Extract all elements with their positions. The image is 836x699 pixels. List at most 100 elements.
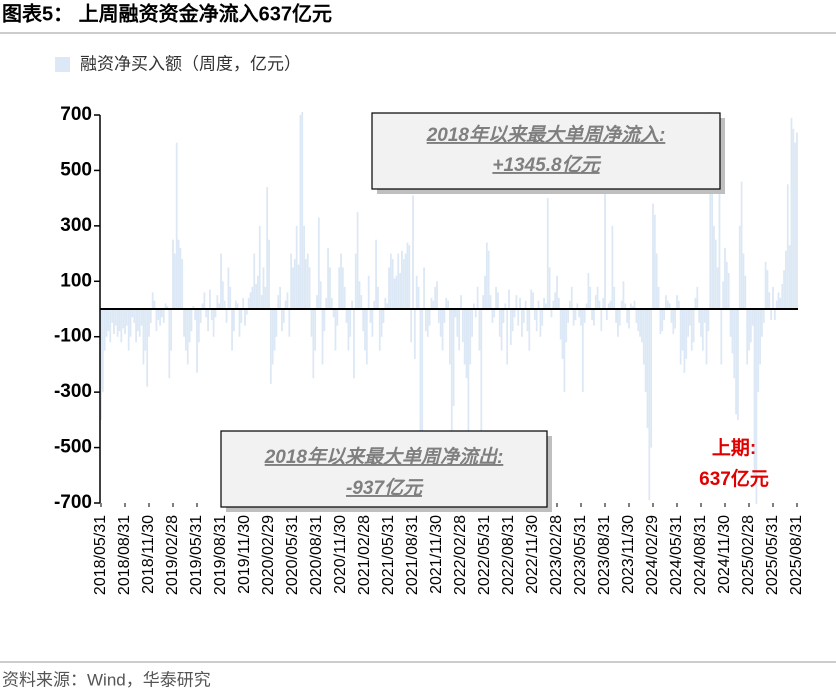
bar <box>461 309 464 343</box>
bar <box>609 300 612 309</box>
bar <box>530 289 533 309</box>
bar <box>648 309 651 501</box>
bars <box>100 112 798 504</box>
bar <box>138 309 141 337</box>
bar <box>460 295 462 309</box>
bar <box>722 281 725 309</box>
bar <box>687 309 689 337</box>
bar <box>393 278 396 309</box>
bar <box>474 309 477 318</box>
bar <box>604 192 606 309</box>
bar <box>345 309 348 323</box>
bar <box>676 295 678 309</box>
bar <box>397 253 400 309</box>
bar <box>694 297 697 309</box>
bar <box>124 309 126 334</box>
y-tick-label: -300 <box>54 381 92 402</box>
bar <box>456 309 459 337</box>
bar <box>509 309 512 346</box>
bar <box>626 309 629 323</box>
x-tick-label: 2022/02/28 <box>452 515 469 595</box>
bar <box>557 297 560 309</box>
bar <box>576 303 579 309</box>
bar <box>737 309 739 420</box>
x-tick-label: 2018/08/31 <box>116 515 133 595</box>
x-tick-label: 2020/05/31 <box>284 515 301 595</box>
bar <box>449 309 451 365</box>
bar <box>598 300 601 309</box>
bar <box>281 309 283 332</box>
bar <box>186 309 189 365</box>
bar <box>441 309 444 351</box>
x-tick-label: 2018/11/30 <box>140 515 157 594</box>
bar <box>785 250 787 309</box>
bar <box>415 275 418 309</box>
bar <box>323 309 326 332</box>
bar <box>231 309 233 351</box>
bar <box>535 309 538 332</box>
bar <box>541 309 544 326</box>
bar <box>340 253 342 309</box>
bar <box>264 286 267 309</box>
bar <box>777 292 780 309</box>
bar <box>452 309 455 406</box>
bar <box>181 259 184 309</box>
bar <box>629 303 632 309</box>
bar <box>548 267 551 309</box>
bar <box>149 309 152 323</box>
bar <box>356 212 359 309</box>
bar <box>569 300 571 309</box>
bar <box>413 309 416 359</box>
bar <box>151 292 154 309</box>
bar <box>362 309 365 332</box>
bar <box>271 309 274 365</box>
bar <box>727 272 730 309</box>
bar <box>508 289 510 309</box>
bar <box>646 309 649 429</box>
bar <box>399 272 401 309</box>
bar <box>402 259 405 309</box>
bar <box>545 303 547 309</box>
bar <box>338 267 341 309</box>
bar <box>720 309 723 365</box>
bar <box>212 309 215 337</box>
bar <box>434 286 437 309</box>
bar <box>408 245 411 309</box>
bar <box>454 309 457 318</box>
bar <box>380 309 383 337</box>
bar <box>596 286 599 309</box>
bar <box>539 309 542 337</box>
bar <box>744 275 747 309</box>
bar <box>317 217 320 309</box>
bar <box>463 309 466 365</box>
bar <box>377 286 379 309</box>
bar <box>652 203 654 309</box>
bar <box>100 309 102 420</box>
bar <box>118 309 121 332</box>
bar <box>748 309 750 351</box>
x-tick-label: 2020/11/30 <box>332 515 349 594</box>
bar <box>266 187 269 309</box>
bar <box>360 295 363 309</box>
bar <box>742 253 745 309</box>
x-tick-label: 2021/08/31 <box>404 515 421 595</box>
bar <box>633 300 636 309</box>
bar <box>764 261 767 309</box>
bar <box>297 264 300 309</box>
bar <box>430 297 433 309</box>
bar <box>672 309 675 334</box>
annotation-text: 2018年以来最大单周净流出: <box>264 446 504 468</box>
bar <box>314 309 317 351</box>
bar <box>589 286 592 309</box>
y-tick-label: -700 <box>54 492 92 513</box>
bar <box>757 309 760 393</box>
bar <box>258 225 261 309</box>
bar <box>622 281 625 309</box>
bar <box>199 309 202 323</box>
x-tick-label: 2025/08/31 <box>788 515 805 595</box>
bar <box>593 309 595 326</box>
bar <box>218 303 221 309</box>
x-tick-label: 2021/02/28 <box>356 515 373 595</box>
bar <box>349 309 352 337</box>
bar <box>292 267 294 309</box>
